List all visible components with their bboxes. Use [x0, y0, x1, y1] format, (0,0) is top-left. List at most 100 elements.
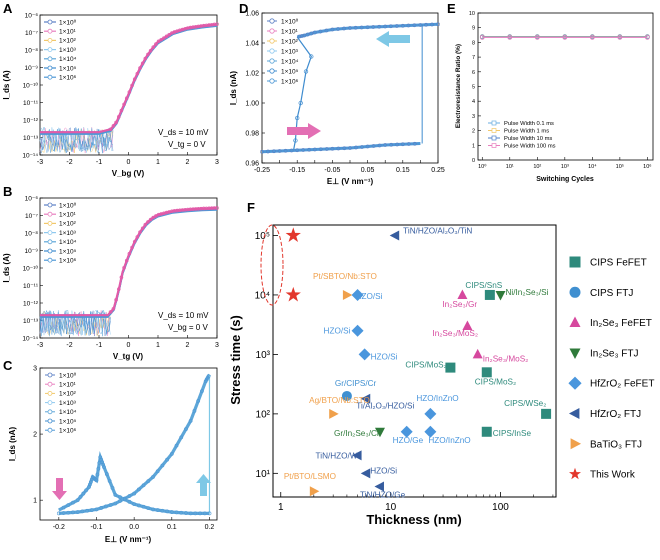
curve-marker — [148, 48, 153, 53]
curve-marker — [371, 25, 376, 29]
panel-b-ylabel: I_ds (A) — [2, 253, 11, 283]
curve-marker — [174, 510, 179, 515]
curve-marker — [132, 239, 137, 244]
x-tick-label: 0.0 — [129, 524, 139, 531]
curve-marker — [151, 215, 156, 220]
y-tick-label: 10² — [256, 409, 271, 420]
data-point — [358, 348, 371, 361]
curve-marker — [136, 487, 141, 492]
curve-marker — [110, 486, 115, 490]
legend-label: HfZrO₂ FeFET — [590, 379, 654, 390]
panel-a-letter: A — [3, 1, 13, 16]
legend-marker — [269, 38, 275, 44]
curve-marker — [207, 206, 211, 211]
y-tick-label: 10⁻⁸ — [25, 231, 39, 238]
y-tick-label: 3 — [472, 114, 475, 120]
panel-b-letter: B — [3, 184, 12, 199]
curve-marker — [377, 143, 382, 148]
legend-label: 1×10¹ — [281, 28, 299, 35]
curve-marker — [200, 389, 204, 394]
panel-f-legend: CIPS FeFET CIPS FTJ In₂Se₃ FeFET In₂Se₃ FTJ… — [568, 256, 654, 481]
legend-label: 1×10⁶ — [59, 258, 77, 265]
curve-marker — [193, 511, 198, 516]
curve-marker — [215, 22, 219, 26]
curve-marker — [188, 25, 193, 30]
panel-e: 10⁰ 10¹ 10² 10³ 10⁴ 10⁵ 10⁶ 0 1 2 3 4 5 6 7 8 9 10 Pulse … — [455, 11, 654, 183]
y-tick-label: 0.96 — [245, 161, 259, 168]
data-point — [484, 289, 495, 300]
legend-label: CIPS FeFET — [590, 258, 647, 269]
point-label: Ag/BTO/Nb:STO — [309, 396, 370, 405]
y-tick-label: 10⁻¹⁴ — [22, 336, 38, 343]
curve-marker — [212, 22, 217, 27]
curve-marker — [360, 145, 364, 149]
panel-e-ylabel: Electroresistance Ratio (%) — [455, 44, 462, 128]
curve-marker — [127, 499, 132, 504]
legend-label: 1×10³ — [59, 400, 77, 407]
curve-marker — [85, 508, 89, 513]
panel-e-curves — [479, 34, 650, 40]
panel-f-ylabel: Stress time (s) — [228, 315, 243, 405]
curve-marker — [141, 504, 146, 509]
legend-marker — [568, 376, 582, 390]
curve-marker — [102, 465, 106, 470]
legend-marker — [269, 58, 275, 64]
ratio-marker — [479, 35, 485, 40]
point-label: CIPS/MoS₂ — [405, 361, 446, 370]
curve-marker — [354, 145, 358, 150]
y-tick-label: 10⁻¹² — [23, 118, 39, 125]
data-point — [360, 393, 371, 404]
point-label: HZO/Si — [370, 466, 397, 475]
legend-marker — [269, 48, 275, 54]
noise-trace — [39, 126, 114, 154]
point-label: TiN/HZO/W — [316, 451, 358, 460]
curve-marker — [104, 504, 108, 509]
legend-marker — [570, 438, 582, 450]
curve-marker — [111, 123, 116, 128]
panel-c-frame — [39, 367, 218, 521]
curve-marker — [377, 24, 382, 29]
curve-marker — [155, 508, 160, 512]
panel-b-ticks: -3 -2 -1 0 1 2 3 10⁻¹⁴ 10⁻¹³ 10⁻¹² 10⁻¹¹ 10⁻¹⁰ 10⁻⁹ 1… — [22, 196, 219, 350]
point-label: HZO/InZnO — [416, 394, 458, 403]
curve-marker — [132, 491, 137, 496]
panel-d-arrow-left — [376, 31, 410, 47]
curve-marker — [207, 23, 211, 27]
y-tick-label: 10⁻¹¹ — [23, 283, 39, 290]
legend-marker — [47, 418, 53, 424]
curve-marker — [188, 418, 193, 423]
curve-marker — [302, 33, 307, 38]
legend-label: HfZrO₂ FTJ — [590, 409, 641, 420]
curve-marker — [89, 508, 94, 512]
panel-d-arrow-left-head — [376, 31, 389, 47]
legend-marker — [47, 409, 53, 415]
ratio-marker — [645, 35, 650, 40]
panel-d-arrow-right-head — [308, 123, 321, 139]
x-tick-label: -0.15 — [289, 167, 305, 174]
y-tick-label: 10⁻¹³ — [23, 135, 39, 142]
legend-marker — [269, 18, 275, 24]
y-tick-label: 7 — [472, 55, 475, 61]
panel-e-letter: E — [447, 1, 456, 16]
data-point — [389, 230, 400, 241]
curve-marker — [289, 148, 294, 153]
data-point — [481, 426, 492, 437]
point-label: CIPS/SnS — [465, 281, 502, 290]
point-label: In₂Se₃/Gr — [442, 300, 477, 309]
curve-marker — [146, 52, 150, 57]
curve-marker — [193, 25, 198, 29]
x-tick-label: 0.05 — [361, 167, 375, 174]
point-label: Pt/BTO/LSMO — [284, 472, 336, 481]
curve-marker — [127, 494, 132, 498]
x-tick-label: 10³ — [561, 164, 569, 170]
step-marker — [303, 69, 309, 74]
legend-label: 1×10³ — [59, 230, 77, 237]
legend-marker — [491, 135, 497, 141]
curve-marker — [365, 144, 370, 149]
curve-marker — [124, 258, 129, 263]
curve-marker — [130, 83, 134, 88]
panel-a-legend: 1×10⁰ 1×10¹ 1×10² 1×10³ 1×10⁴ 1×10⁵ 1×10⁶ — [44, 18, 77, 82]
legend-label: 1×10⁵ — [281, 68, 299, 75]
panel-c-arrow-down-head — [52, 491, 67, 500]
